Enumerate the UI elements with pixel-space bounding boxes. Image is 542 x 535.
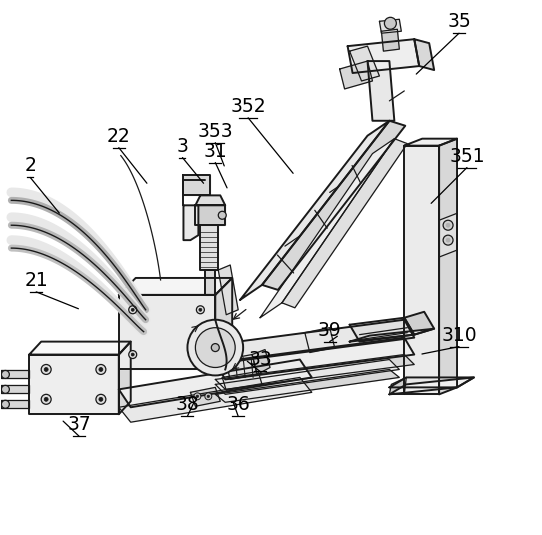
- Circle shape: [44, 368, 48, 371]
- Text: 35: 35: [447, 12, 471, 31]
- Polygon shape: [215, 370, 399, 402]
- Polygon shape: [350, 328, 434, 342]
- Polygon shape: [215, 338, 414, 379]
- Polygon shape: [225, 355, 257, 379]
- Polygon shape: [119, 377, 312, 422]
- Polygon shape: [240, 121, 389, 300]
- Text: 21: 21: [24, 271, 48, 290]
- Polygon shape: [183, 205, 198, 240]
- Polygon shape: [340, 61, 372, 89]
- Polygon shape: [379, 19, 401, 33]
- Polygon shape: [252, 349, 270, 374]
- Polygon shape: [282, 139, 407, 308]
- Polygon shape: [414, 39, 434, 70]
- Circle shape: [96, 394, 106, 404]
- Polygon shape: [201, 225, 218, 270]
- Circle shape: [196, 350, 204, 358]
- Text: 3: 3: [177, 136, 189, 156]
- Polygon shape: [119, 342, 131, 414]
- Polygon shape: [2, 385, 29, 393]
- Circle shape: [194, 393, 201, 400]
- Circle shape: [2, 400, 9, 408]
- Polygon shape: [389, 377, 406, 394]
- Circle shape: [446, 238, 450, 242]
- Circle shape: [205, 393, 212, 400]
- Polygon shape: [29, 355, 119, 414]
- Circle shape: [41, 364, 51, 374]
- Polygon shape: [305, 327, 334, 353]
- Polygon shape: [196, 195, 225, 205]
- Polygon shape: [260, 139, 395, 318]
- Polygon shape: [222, 371, 262, 391]
- Polygon shape: [119, 295, 215, 370]
- Text: 22: 22: [107, 127, 131, 146]
- Polygon shape: [205, 270, 215, 295]
- Polygon shape: [2, 400, 29, 408]
- Circle shape: [99, 368, 103, 371]
- Text: 2: 2: [24, 156, 36, 175]
- Text: 310: 310: [441, 326, 477, 345]
- Text: 351: 351: [449, 147, 485, 165]
- Circle shape: [96, 364, 106, 374]
- Circle shape: [129, 350, 137, 358]
- Circle shape: [2, 385, 9, 393]
- Text: 31: 31: [203, 142, 227, 160]
- Circle shape: [196, 306, 204, 314]
- Polygon shape: [350, 46, 379, 81]
- Polygon shape: [215, 278, 232, 370]
- Text: 39: 39: [318, 320, 341, 340]
- Polygon shape: [119, 360, 312, 407]
- Polygon shape: [404, 139, 457, 146]
- Circle shape: [44, 398, 48, 401]
- Circle shape: [384, 17, 396, 29]
- Circle shape: [2, 370, 9, 378]
- Text: 38: 38: [176, 395, 199, 414]
- Circle shape: [443, 220, 453, 230]
- Polygon shape: [347, 39, 419, 73]
- Polygon shape: [196, 205, 225, 225]
- Polygon shape: [382, 29, 399, 51]
- Polygon shape: [218, 265, 238, 315]
- Circle shape: [443, 235, 453, 245]
- Text: 352: 352: [230, 97, 266, 116]
- Polygon shape: [119, 278, 232, 295]
- Text: 353: 353: [197, 121, 233, 141]
- Circle shape: [131, 308, 134, 311]
- Polygon shape: [29, 342, 131, 355]
- Polygon shape: [404, 312, 434, 335]
- Polygon shape: [389, 377, 474, 387]
- Circle shape: [196, 395, 198, 398]
- Polygon shape: [215, 360, 399, 394]
- Polygon shape: [2, 370, 29, 378]
- Polygon shape: [439, 213, 457, 257]
- Circle shape: [199, 353, 202, 356]
- Circle shape: [218, 211, 226, 219]
- Circle shape: [446, 223, 450, 227]
- Polygon shape: [215, 320, 414, 363]
- Circle shape: [199, 308, 202, 311]
- Polygon shape: [404, 146, 439, 394]
- Polygon shape: [389, 377, 474, 394]
- Polygon shape: [215, 355, 414, 389]
- Circle shape: [188, 320, 243, 376]
- Polygon shape: [439, 139, 457, 394]
- Circle shape: [207, 395, 210, 398]
- Circle shape: [99, 398, 103, 401]
- Text: 33: 33: [248, 350, 272, 370]
- Polygon shape: [262, 121, 405, 290]
- Text: 37: 37: [67, 415, 91, 434]
- Polygon shape: [190, 387, 220, 406]
- Polygon shape: [350, 318, 414, 342]
- Polygon shape: [183, 175, 210, 195]
- Circle shape: [211, 343, 220, 351]
- Polygon shape: [367, 61, 395, 121]
- Circle shape: [41, 394, 51, 404]
- Circle shape: [131, 353, 134, 356]
- Circle shape: [196, 327, 235, 368]
- Circle shape: [129, 306, 137, 314]
- Text: 36: 36: [227, 395, 250, 414]
